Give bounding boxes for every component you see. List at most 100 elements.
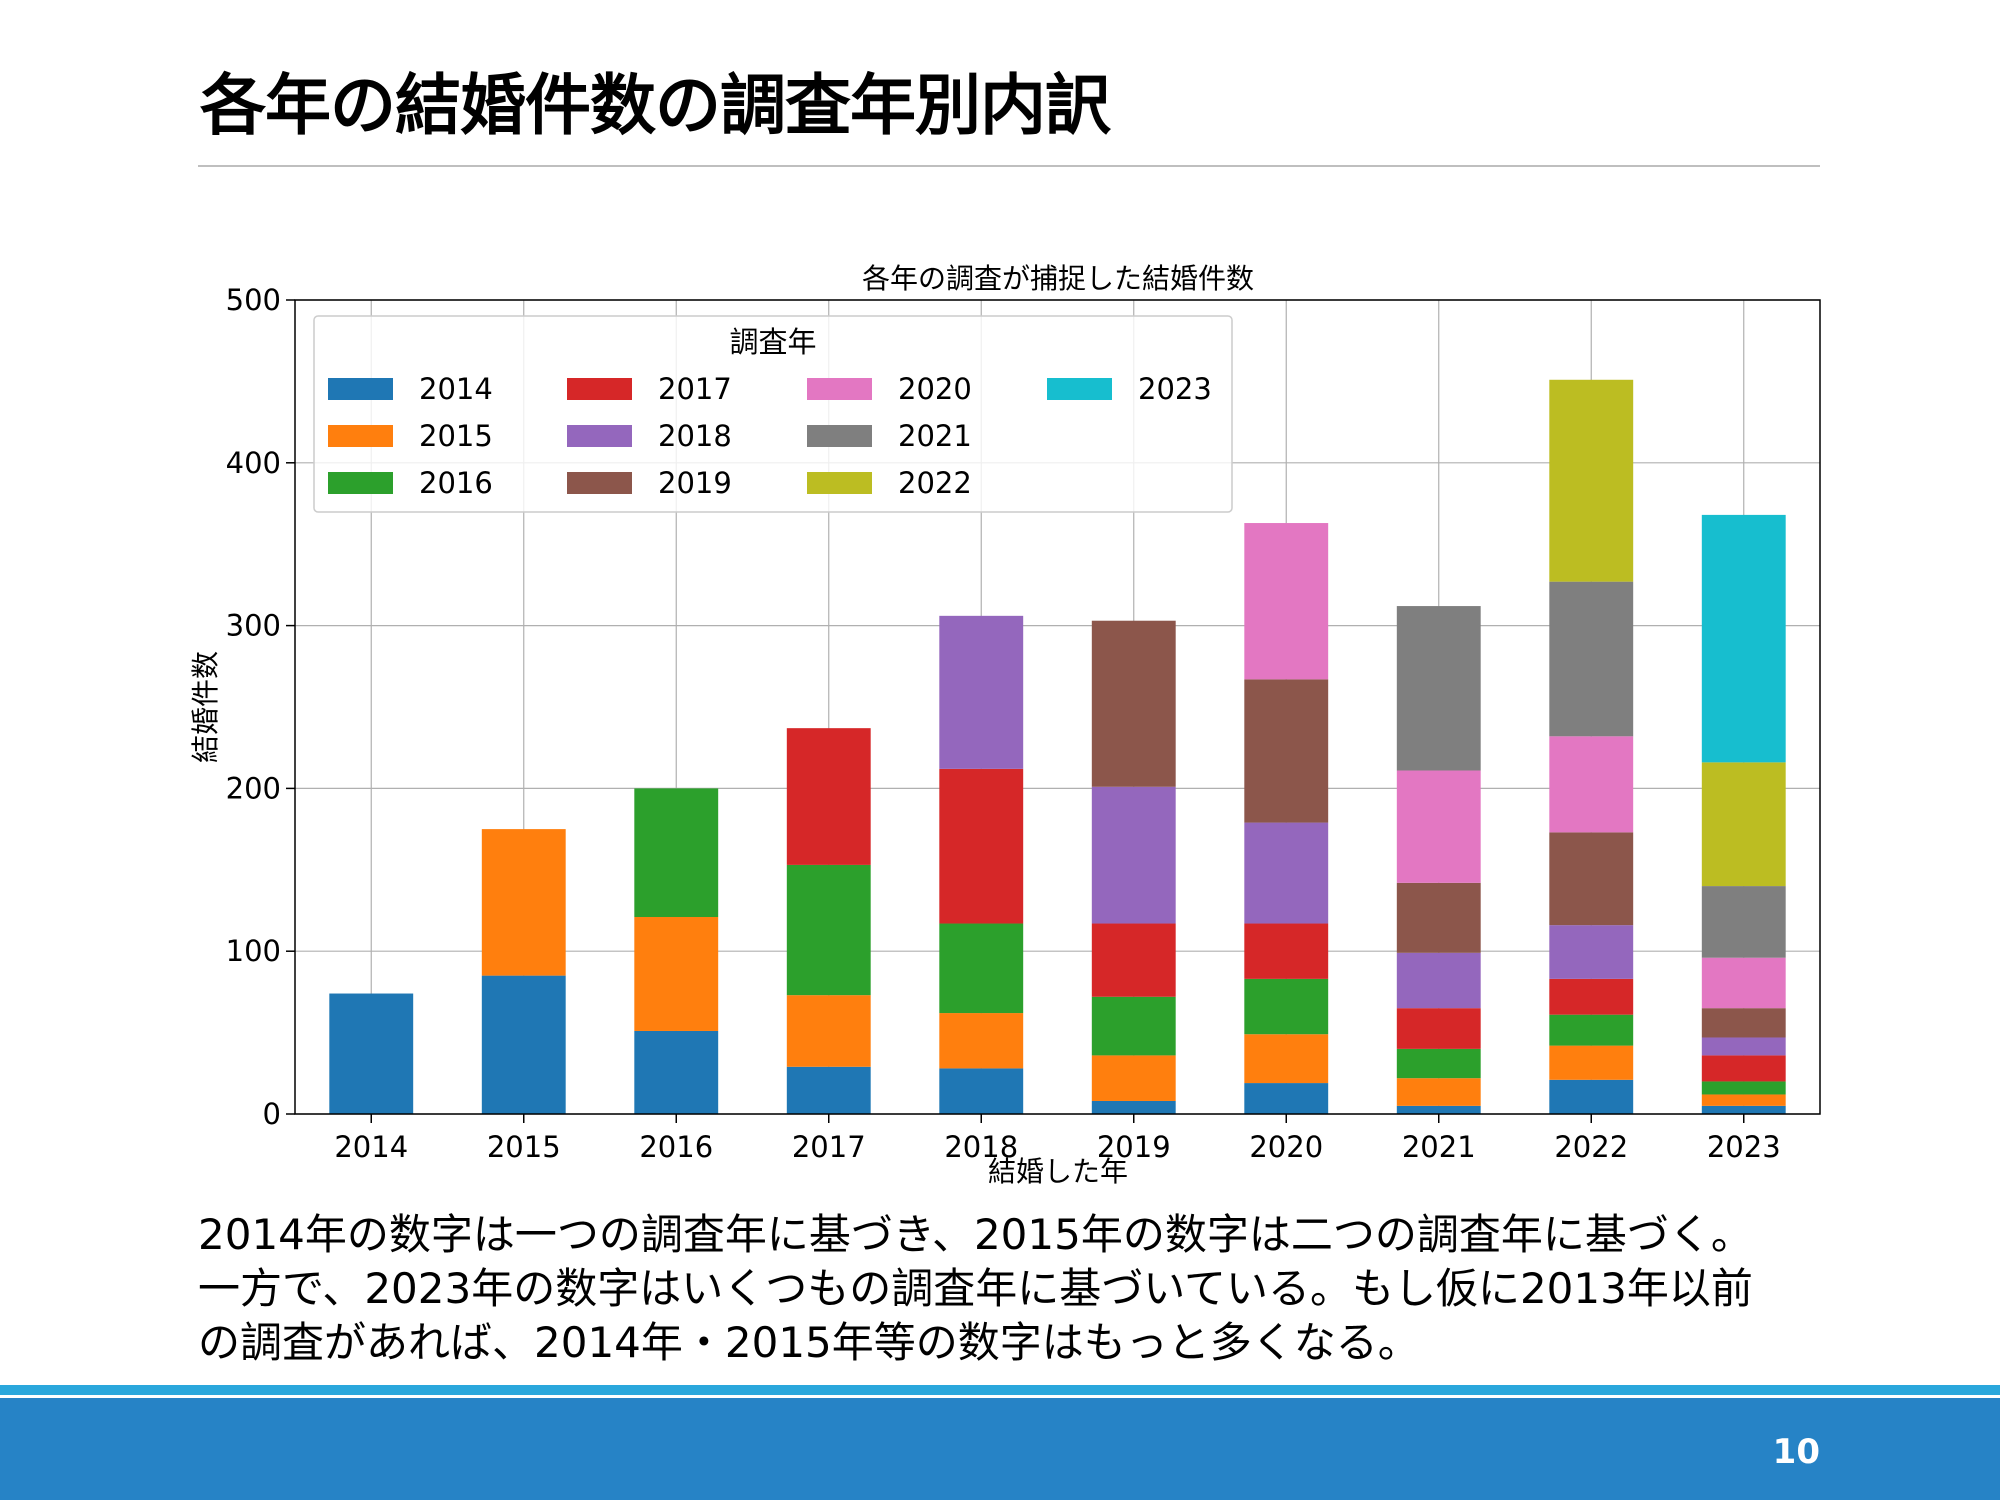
bar-segment [1701,1055,1786,1082]
legend-label: 2018 [658,419,732,453]
slide-title: 各年の結婚件数の調査年別内訳 [200,67,1111,144]
legend-swatch [328,378,393,400]
y-tick-label: 100 [226,934,281,968]
bar-segment [1091,786,1176,924]
bar-segment [329,993,414,1114]
legend-swatch [1047,378,1112,400]
bar-segment [1396,1048,1481,1079]
body-line: の調査があれば、2014年・2015年等の数字はもっと多くなる。 [198,1318,1420,1367]
bar-segment [1091,1055,1176,1101]
y-tick-label: 300 [226,609,281,643]
bar-segment [1701,1008,1786,1038]
legend-swatch [807,425,872,447]
x-tick-label: 2015 [487,1130,561,1164]
bar-segment [1396,882,1481,953]
y-tick-label: 200 [226,771,281,805]
legend-swatch [567,378,632,400]
bar-segment [1701,762,1786,887]
body-text: 2014年の数字は一つの調査年に基づき、2015年の数字は二つの調査年に基づく。… [198,1208,1838,1370]
bar-segment [1701,1037,1786,1056]
bar-segment [1396,606,1481,771]
legend-label: 2017 [658,372,732,406]
x-tick-label: 2018 [944,1130,1018,1164]
x-tick-label: 2020 [1249,1130,1323,1164]
bar-segment [1396,1078,1481,1106]
footer-bar [0,1398,2000,1500]
body-line: 2014年の数字は一つの調査年に基づき、2015年の数字は二つの調査年に基づく。 [198,1210,1753,1259]
bar-segment [939,1068,1024,1114]
legend-swatch [807,472,872,494]
y-tick-label: 500 [226,283,281,317]
legend-label: 2020 [898,372,972,406]
y-axis-label: 結婚件数 [189,651,222,763]
bar-segment [1701,1081,1786,1095]
bar-segment [1701,1105,1786,1114]
legend-label: 2019 [658,466,732,500]
x-tick-label: 2021 [1402,1130,1476,1164]
bar-segment [1701,957,1786,1009]
page-number: 10 [1772,1432,1820,1472]
bar-segment [1244,1034,1329,1084]
bar-segment [1396,1008,1481,1049]
stacked-bar-chart: 各年の調査が捕捉した結婚件数 0 100 200 300 400 500 2014 2015 2… [189,262,1821,1188]
x-tick-label: 2022 [1554,1130,1628,1164]
y-tick-label: 0 [263,1097,281,1131]
legend-label: 2015 [419,419,493,453]
legend-swatch [328,425,393,447]
bar-segment [786,728,871,865]
bar-segment [939,615,1024,769]
legend-swatch [567,425,632,447]
bar-layer [329,379,1786,1114]
bar-segment [481,829,566,976]
bar-segment [1549,1014,1634,1046]
title-divider [198,165,1820,167]
legend-title: 調査年 [729,325,816,359]
bar-segment [1549,1045,1634,1080]
x-tick-label: 2014 [334,1130,408,1164]
bar-segment [634,1030,719,1114]
bar-segment [1091,1100,1176,1114]
bar-segment [1701,886,1786,958]
x-axis-label: 結婚した年 [988,1155,1128,1188]
bar-segment [1396,1105,1481,1114]
bar-segment [1549,581,1634,737]
bar-segment [1549,978,1634,1015]
bar-segment [786,1066,871,1114]
bar-segment [1244,523,1329,680]
bar-segment [1701,514,1786,763]
bar-segment [786,995,871,1067]
bar-segment [1549,1079,1634,1114]
legend: 調査年 2014 2015 2016 2017 2018 2019 2020 2021 2022… [313,315,1233,513]
legend-box [313,315,1233,513]
bar-segment [1244,923,1329,979]
legend-label: 2014 [419,372,493,406]
legend-label: 2022 [898,466,972,500]
x-tick-label: 2019 [1097,1130,1171,1164]
bar-segment [1091,620,1176,787]
x-tick-label: 2023 [1707,1130,1781,1164]
legend-swatch [807,378,872,400]
bar-segment [1549,736,1634,833]
axis-layer: 0 100 200 300 400 500 2014 2015 2016 2017 2018 2019… [226,283,1781,1164]
body-line: 一方で、2023年の数字はいくつもの調査年に基づいている。もし仮に2013年以前 [198,1264,1753,1313]
bar-segment [939,768,1024,924]
bar-segment [939,1013,1024,1069]
bar-segment [1396,770,1481,883]
bar-segment [1549,379,1634,582]
x-tick-label: 2016 [639,1130,713,1164]
bar-segment [1091,996,1176,1056]
bar-segment [1701,1094,1786,1106]
bar-segment [1244,822,1329,924]
x-tick-label: 2017 [792,1130,866,1164]
bar-segment [634,788,719,918]
bar-segment [786,864,871,996]
legend-label: 2016 [419,466,493,500]
chart-title: 各年の調査が捕捉した結婚件数 [862,262,1254,295]
bar-segment [939,923,1024,1014]
bar-segment [1244,1083,1329,1114]
bar-segment [481,975,566,1114]
bar-segment [1091,923,1176,997]
legend-label: 2021 [898,419,972,453]
bar-segment [1396,952,1481,1009]
legend-swatch [328,472,393,494]
